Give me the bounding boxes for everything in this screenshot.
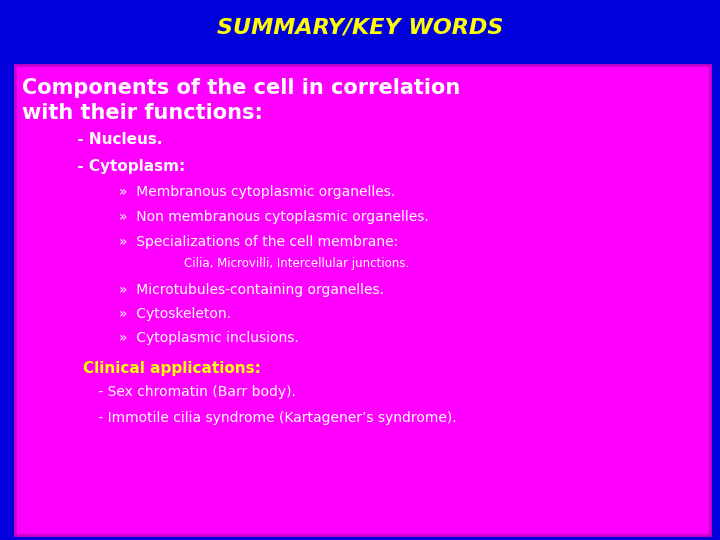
Text: - Cytoplasm:: - Cytoplasm: (72, 159, 185, 173)
Text: »  Specializations of the cell membrane:: » Specializations of the cell membrane: (119, 235, 398, 249)
Text: »  Non membranous cytoplasmic organelles.: » Non membranous cytoplasmic organelles. (119, 210, 428, 224)
Text: - Sex chromatin (Barr body).: - Sex chromatin (Barr body). (94, 385, 295, 399)
Text: »  Membranous cytoplasmic organelles.: » Membranous cytoplasmic organelles. (119, 185, 395, 199)
Text: »  Cytoplasmic inclusions.: » Cytoplasmic inclusions. (119, 331, 299, 345)
Bar (15, 65, 710, 535)
Text: »  Microtubules-containing organelles.: » Microtubules-containing organelles. (119, 283, 384, 297)
Text: Components of the cell in correlation: Components of the cell in correlation (22, 78, 460, 98)
Bar (0, 0, 720, 55)
Text: - Immotile cilia syndrome (Kartagener’s syndrome).: - Immotile cilia syndrome (Kartagener’s … (94, 411, 456, 425)
Text: »  Cytoskeleton.: » Cytoskeleton. (119, 307, 231, 321)
Text: Cilia, Microvilli, Intercellular junctions.: Cilia, Microvilli, Intercellular junctio… (184, 256, 409, 269)
Text: - Nucleus.: - Nucleus. (72, 132, 163, 147)
Text: SUMMARY/KEY WORDS: SUMMARY/KEY WORDS (217, 17, 503, 37)
Text: with their functions:: with their functions: (22, 103, 263, 123)
Text: Clinical applications:: Clinical applications: (83, 361, 261, 375)
